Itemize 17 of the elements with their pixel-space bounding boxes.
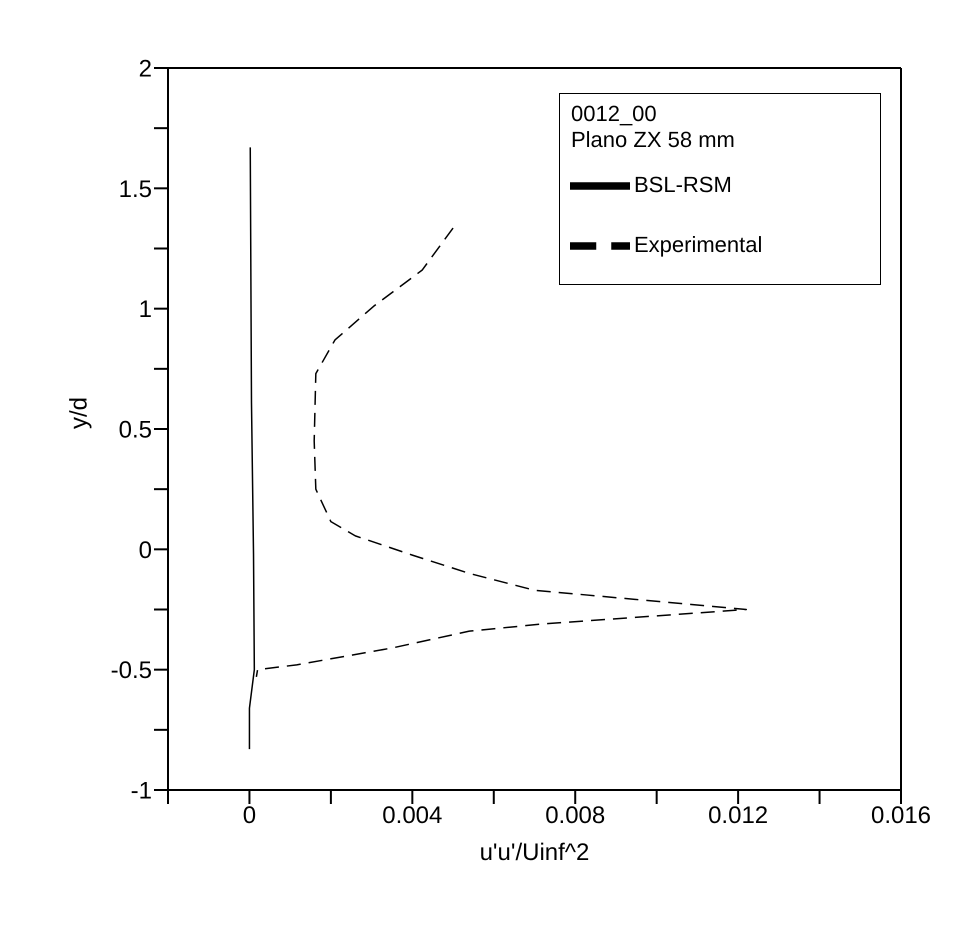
y-tick-label: 2 <box>138 56 152 83</box>
y-axis-title: y/d <box>66 396 93 429</box>
y-tick-label: -1 <box>130 778 152 805</box>
legend-label: BSL-RSM <box>634 172 732 197</box>
x-tick-label: 0.008 <box>545 802 606 830</box>
x-tick-label: 0.004 <box>382 802 442 830</box>
legend-label: Experimental <box>634 232 762 257</box>
x-axis-title: u'u'/Uinf^2 <box>480 839 590 866</box>
y-tick-label: 0 <box>138 536 152 564</box>
legend-title: 0012_00 Plano ZX 58 mm <box>571 101 736 153</box>
y-tick-label: -0.5 <box>110 657 152 684</box>
y-tick-label: 1.5 <box>118 176 152 203</box>
x-tick-label: 0 <box>242 802 256 830</box>
y-tick-label: 0.5 <box>118 416 152 444</box>
x-tick-label: 0.012 <box>708 802 768 830</box>
x-tick-label: 0.016 <box>870 802 932 830</box>
y-tick-label: 1 <box>138 296 152 324</box>
